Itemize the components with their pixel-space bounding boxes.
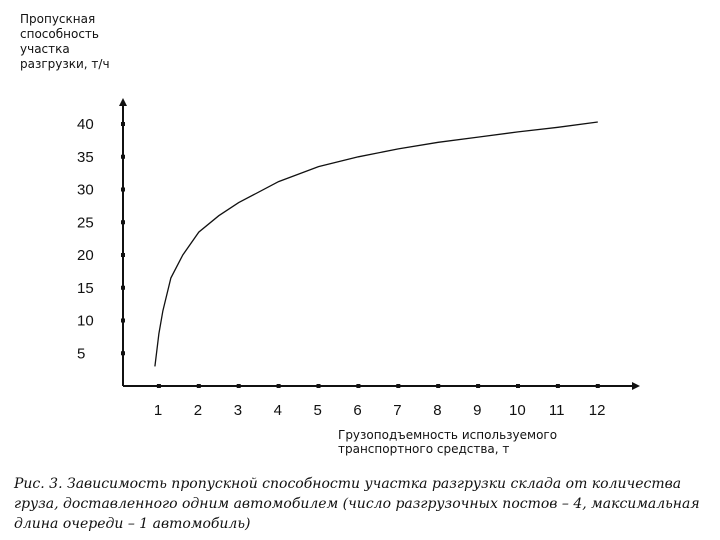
y-tick	[121, 220, 125, 225]
x-tick-label: 9	[473, 402, 481, 419]
x-tick-label: 4	[274, 402, 282, 419]
y-tick-label: 10	[77, 313, 94, 330]
y-tick	[121, 187, 125, 192]
x-tick	[595, 384, 600, 388]
y-tick	[121, 285, 125, 290]
y-tick	[121, 253, 125, 257]
x-tick-label: 11	[549, 402, 565, 419]
y-axis-label: Пропускная способность участка разгрузки…	[20, 12, 110, 71]
x-tick	[196, 384, 201, 388]
x-tick-label: 7	[393, 402, 401, 419]
x-tick	[356, 384, 361, 388]
y-tick	[121, 154, 125, 159]
ticks	[121, 122, 600, 388]
x-tick	[516, 384, 520, 388]
x-tick	[396, 384, 401, 388]
x-tick-label: 5	[314, 402, 322, 419]
y-tick-label: 25	[77, 214, 94, 231]
y-tick-label: 40	[77, 116, 94, 133]
y-tick-label: 30	[77, 182, 94, 199]
y-tick-label: 15	[77, 280, 94, 297]
y-tick-label: 5	[77, 345, 85, 362]
x-tick	[436, 384, 441, 388]
x-tick	[236, 384, 241, 388]
y-tick-label: 20	[77, 247, 94, 264]
x-tick-label: 12	[589, 402, 606, 419]
x-tick	[476, 384, 481, 388]
figure-caption: Рис. 3. Зависимость пропускной способнос…	[14, 476, 700, 532]
x-tick-label: 1	[154, 402, 162, 419]
x-tick	[316, 384, 321, 388]
x-tick-label: 6	[353, 402, 361, 419]
y-axis-arrow	[119, 98, 127, 106]
x-axis-arrow	[632, 382, 640, 390]
y-tick	[121, 351, 125, 356]
axes	[119, 98, 640, 390]
x-tick-label: 2	[194, 402, 202, 419]
y-tick	[121, 318, 125, 323]
x-tick-label: 3	[234, 402, 242, 419]
y-tick	[121, 122, 125, 126]
data-series-line	[154, 121, 598, 367]
y-tick-label: 35	[77, 149, 94, 166]
x-tick-label: 10	[509, 402, 526, 419]
x-tick	[555, 384, 560, 388]
x-tick-label: 8	[433, 402, 441, 419]
x-tick	[156, 384, 161, 388]
x-axis-label: Грузоподъемность используемого транспорт…	[338, 428, 558, 456]
x-tick	[276, 384, 281, 388]
